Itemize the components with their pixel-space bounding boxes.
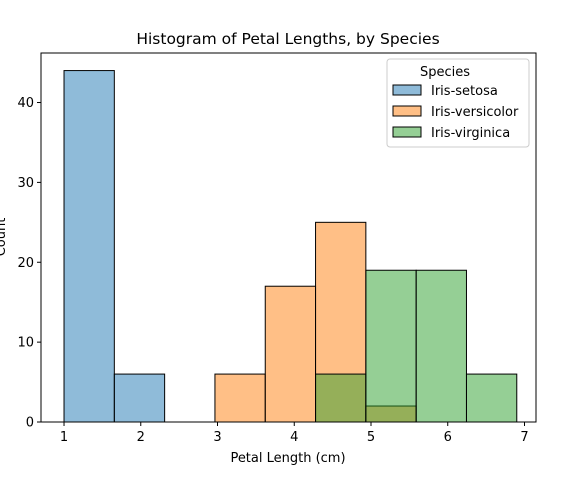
- legend-swatch-iris-setosa: [392, 84, 422, 96]
- legend-title: Species: [420, 65, 470, 80]
- x-tick-label-3: 3: [213, 430, 221, 445]
- bar-iris-virginica-bin-7: [365, 269, 417, 423]
- x-axis-label: Petal Length (cm): [230, 451, 345, 466]
- axes-layer: 1 2 3 4 5 6 7 0 10 20 30 40: [17, 52, 537, 445]
- plot-frame: [40, 52, 537, 423]
- legend: Species Iris-setosa Iris-versicolor Iris-vi…: [386, 58, 530, 148]
- y-tick-label-30: 30: [17, 176, 34, 191]
- legend-swatch-iris-virginica: [392, 126, 422, 138]
- legend-box: [386, 58, 530, 148]
- y-tick-label-20: 20: [17, 256, 34, 271]
- legend-entry-iris-virginica: Iris-virginica: [431, 126, 510, 141]
- x-tick-label-5: 5: [367, 430, 375, 445]
- chart-title: Histogram of Petal Lengths, by Species: [136, 30, 439, 48]
- x-tick-label-6: 6: [444, 430, 452, 445]
- bar-iris-setosa-bin-2: [113, 373, 166, 423]
- x-tick-label-2: 2: [137, 430, 145, 445]
- bars-layer: [63, 70, 518, 423]
- bar-iris-versicolor-bin-4: [214, 373, 266, 423]
- y-axis-label: Count: [0, 218, 9, 257]
- bar-iris-virginica-bin-9: [465, 373, 518, 423]
- legend-entry-iris-setosa: Iris-setosa: [431, 84, 498, 99]
- bar-iris-versicolor-bin-5: [264, 285, 317, 423]
- x-tick-label-4: 4: [290, 430, 298, 445]
- bar-iris-setosa-bin-1: [63, 70, 115, 423]
- bar-iris-virginica-bin-8: [415, 269, 467, 423]
- x-tick-label-7: 7: [520, 430, 528, 445]
- legend-entry-iris-versicolor: Iris-versicolor: [431, 105, 519, 120]
- y-tick-label-40: 40: [17, 96, 34, 111]
- y-tick-label-0: 0: [26, 416, 34, 431]
- x-tick-label-1: 1: [60, 430, 68, 445]
- legend-swatch-iris-versicolor: [392, 105, 422, 117]
- bar-iris-virginica-bin-6: [315, 373, 367, 423]
- y-tick-label-10: 10: [17, 336, 34, 351]
